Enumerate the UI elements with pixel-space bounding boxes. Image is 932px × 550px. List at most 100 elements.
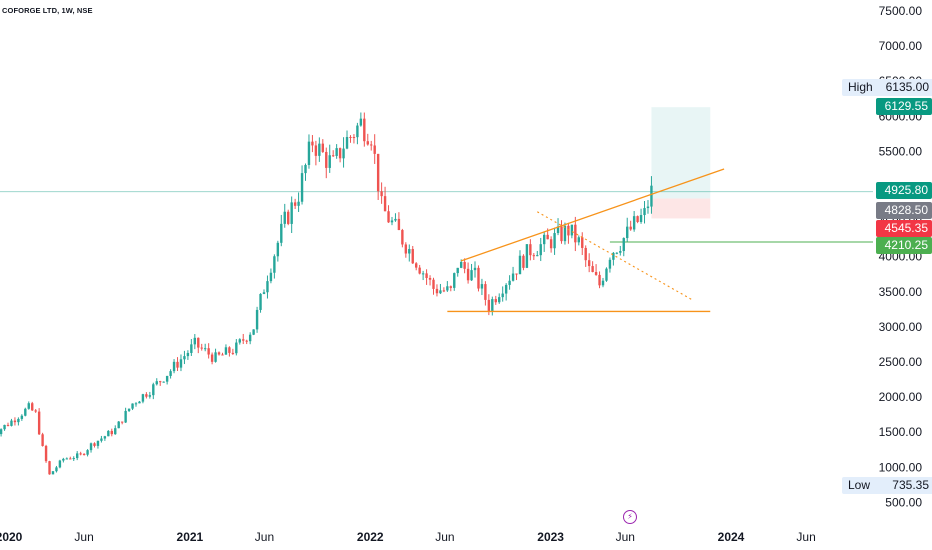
candle-body <box>321 143 325 152</box>
loss-zone[interactable] <box>651 198 711 219</box>
profit-zone[interactable] <box>651 107 711 199</box>
candle-body <box>252 329 255 335</box>
candle-body <box>463 261 466 269</box>
trendlines[interactable] <box>447 168 725 313</box>
y-tick-label: 2500.00 <box>879 355 923 369</box>
candle-body <box>449 286 452 288</box>
candle-body <box>563 225 567 242</box>
low-label: Low 735.35 <box>842 477 932 494</box>
x-tick-label: 2024 <box>718 530 745 544</box>
x-tick-label: Jun <box>435 530 454 544</box>
candle-body <box>127 408 131 411</box>
candle-body <box>37 411 41 435</box>
candle-body <box>487 299 491 312</box>
candle-body <box>456 267 459 274</box>
y-tick-label: 500.00 <box>885 495 922 509</box>
candle-body <box>228 347 231 353</box>
candle-body <box>504 284 508 294</box>
candle-body <box>511 273 515 281</box>
candle-body <box>27 403 30 409</box>
low-label-text: Low <box>848 478 871 492</box>
y-tick-label: 2000.00 <box>879 390 923 404</box>
candle-body <box>72 458 75 460</box>
candle-body <box>418 267 421 274</box>
candle-body <box>269 272 273 282</box>
candle-body <box>439 290 442 294</box>
candle-body <box>276 242 280 257</box>
candle-body <box>51 471 55 475</box>
candle-body <box>248 334 252 342</box>
candle-body <box>145 394 148 397</box>
candle-body <box>608 259 612 269</box>
candle-body <box>639 215 643 222</box>
y-tick-label: 7000.00 <box>879 39 923 53</box>
candle-body <box>235 342 238 354</box>
y-tick-label: 5500.00 <box>879 144 923 158</box>
candle-body <box>138 401 141 404</box>
high-value: 6135.00 <box>885 80 929 94</box>
target-price-tag: 6129.55 <box>876 98 932 115</box>
candle-body <box>155 381 158 385</box>
candle-body <box>349 136 352 138</box>
lightning-icon[interactable]: ⚡ <box>623 510 637 524</box>
candle-body <box>615 252 619 254</box>
candle-body <box>428 277 432 280</box>
x-tick-label: 2023 <box>537 530 564 544</box>
candle-body <box>432 279 435 289</box>
candle-body <box>24 408 27 416</box>
candle-body <box>328 155 331 168</box>
candle-body <box>335 148 338 156</box>
candle-body <box>255 309 259 330</box>
candle-body <box>197 337 200 348</box>
entry-price-tag: 4828.50 <box>876 202 932 219</box>
candle-body <box>217 352 221 355</box>
candle-body <box>498 297 501 303</box>
candle-body <box>62 458 65 461</box>
candle-body <box>587 260 591 267</box>
y-tick-label: 1000.00 <box>879 460 923 474</box>
candle-body <box>601 280 605 286</box>
candle-body <box>221 354 224 356</box>
last-price-tag: 4925.80 <box>876 182 932 199</box>
candle-body <box>20 415 24 419</box>
candle-body <box>556 226 560 234</box>
candle-body <box>82 453 86 455</box>
candle-body <box>131 403 134 409</box>
candle-body <box>207 348 210 355</box>
candle-body <box>314 145 318 156</box>
trendline-falling-line[interactable] <box>537 211 694 301</box>
candle-body <box>626 226 629 239</box>
candle-body <box>134 403 138 405</box>
candle-body <box>179 359 183 368</box>
candle-body <box>190 344 193 353</box>
candle-body <box>383 196 387 212</box>
candle-body <box>262 292 266 294</box>
trendline-rising-resistance[interactable] <box>460 168 725 262</box>
candle-body <box>0 429 3 435</box>
candle-body <box>484 284 487 300</box>
candle-body <box>442 290 446 292</box>
candle-body <box>352 137 356 139</box>
level-lines <box>0 191 873 243</box>
y-tick-label: 3000.00 <box>879 320 923 334</box>
candle-body <box>536 255 539 257</box>
candle-body <box>69 458 72 460</box>
candle-body <box>591 266 594 272</box>
candle-body <box>356 125 359 138</box>
candle-body <box>55 467 58 472</box>
candle-body <box>650 185 653 207</box>
candle-body <box>117 421 120 429</box>
candle-body <box>567 225 570 236</box>
symbol-title: COFORGE LTD, 1W, NSE <box>2 6 93 15</box>
candle-body <box>34 410 37 412</box>
candle-body <box>598 274 601 286</box>
candle-body <box>300 173 304 202</box>
candle-body <box>376 153 380 192</box>
candle-body <box>581 237 584 248</box>
candle-body <box>494 299 497 303</box>
candle-body <box>210 354 214 362</box>
candle-body <box>370 144 373 146</box>
candle-body <box>214 352 217 362</box>
candle-body <box>79 453 82 455</box>
